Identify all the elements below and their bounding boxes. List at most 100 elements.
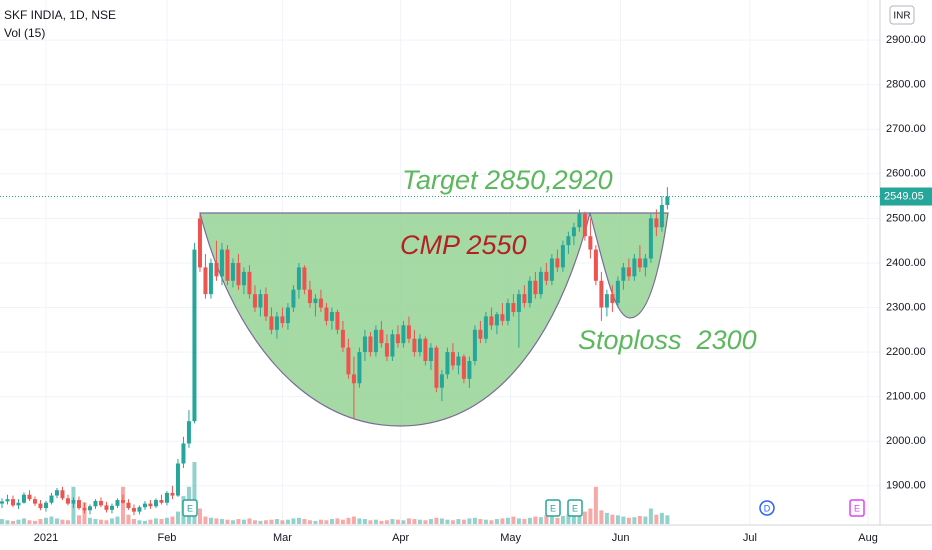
candle-body: [533, 280, 538, 295]
volume-bar: [54, 518, 59, 524]
y-tick-label: 2400.00: [886, 257, 926, 269]
volume-bar: [610, 514, 615, 524]
volume-bar: [247, 518, 252, 524]
volume-bar: [258, 520, 263, 524]
candle-body: [192, 249, 197, 422]
volume-bar: [538, 517, 543, 524]
volume-bar: [340, 519, 345, 524]
volume-bar: [604, 512, 609, 524]
candle-body: [450, 352, 455, 366]
candle-body: [296, 267, 301, 290]
x-tick-label: Mar: [273, 532, 292, 544]
candle-body: [318, 298, 323, 308]
candle-body: [478, 329, 483, 339]
candle-body: [604, 294, 609, 308]
volume-bar: [38, 519, 43, 524]
y-tick-label: 2800.00: [886, 79, 926, 91]
volume-bar: [450, 520, 455, 524]
candle-body: [302, 267, 307, 290]
candle-body: [373, 329, 378, 353]
volume-bar: [615, 515, 620, 524]
volume-bar: [478, 519, 483, 524]
volume-bar: [142, 520, 147, 524]
candle-body: [329, 311, 334, 321]
volume-bar: [494, 519, 499, 524]
last-price-tag: [880, 187, 932, 206]
volume-bar: [588, 508, 593, 524]
x-tick-label: May: [500, 532, 521, 544]
candle-body: [60, 490, 65, 499]
volume-bar: [16, 519, 21, 524]
volume-bar: [280, 520, 285, 524]
volume-bar: [274, 519, 279, 524]
candle-body: [38, 503, 43, 509]
indicator-label: Vol (15): [4, 26, 45, 40]
candle-body: [203, 267, 208, 295]
candle-body: [5, 499, 10, 502]
volume-bar: [120, 486, 125, 524]
volume-bar: [296, 517, 301, 524]
candle-body: [593, 249, 598, 281]
candle-body: [54, 490, 59, 496]
candle-body: [522, 294, 527, 304]
volume-bar: [621, 516, 626, 524]
volume-bar: [230, 520, 235, 524]
candle-body: [390, 334, 395, 357]
candle-body: [357, 352, 362, 384]
candle-body: [621, 267, 626, 281]
volume-bar: [60, 519, 65, 524]
volume-bar: [549, 516, 554, 524]
y-tick-label: 2300.00: [886, 301, 926, 313]
volume-bar: [170, 516, 175, 524]
volume-bar: [329, 519, 334, 524]
volume-bar: [373, 519, 378, 524]
volume-bar: [654, 514, 659, 524]
volume-bar: [21, 518, 26, 524]
candle-body: [483, 316, 488, 339]
event-icon: [182, 499, 198, 517]
annotation: CMP 2550: [400, 230, 527, 260]
volume-bar: [225, 519, 230, 524]
candle-body: [577, 213, 582, 228]
candle-body: [582, 213, 587, 237]
candle-body: [324, 307, 329, 321]
candle-body: [379, 329, 384, 344]
candle-body: [148, 503, 153, 507]
candles: [0, 187, 670, 516]
volume-bar: [511, 516, 516, 524]
candle-body: [43, 502, 48, 509]
y-tick-label: 2500.00: [886, 212, 926, 224]
candle-body: [258, 294, 263, 308]
candle-body: [197, 218, 202, 268]
candle-body: [654, 218, 659, 228]
x-tick-label: Apr: [392, 532, 409, 544]
candle-body: [0, 501, 4, 504]
candle-body: [461, 356, 466, 379]
candle-body: [76, 500, 81, 509]
candle-body: [538, 271, 543, 295]
candle-body: [313, 298, 318, 304]
candle-body: [104, 505, 109, 510]
volume-bar: [335, 518, 340, 524]
volume-bar: [263, 520, 268, 524]
candle-body: [126, 502, 131, 509]
candle-body: [21, 494, 26, 503]
annotation: Stoploss 2300: [578, 325, 757, 355]
candle-body: [549, 258, 554, 281]
candle-body: [351, 374, 356, 384]
volume-bar: [148, 519, 153, 524]
volume-bar: [159, 519, 164, 524]
candle-body: [626, 267, 631, 277]
volume-bar: [93, 519, 98, 524]
candle-body: [219, 249, 224, 277]
candle-body: [516, 294, 521, 312]
candle-body: [467, 360, 472, 379]
volume-bar: [126, 514, 131, 524]
currency-button[interactable]: [889, 5, 915, 25]
y-tick-label: 2100.00: [886, 391, 926, 403]
candle-body: [71, 500, 76, 504]
volume-bar: [197, 508, 202, 524]
candle-body: [335, 311, 340, 330]
volume-bar: [302, 519, 307, 524]
volume-bar: [401, 520, 406, 524]
